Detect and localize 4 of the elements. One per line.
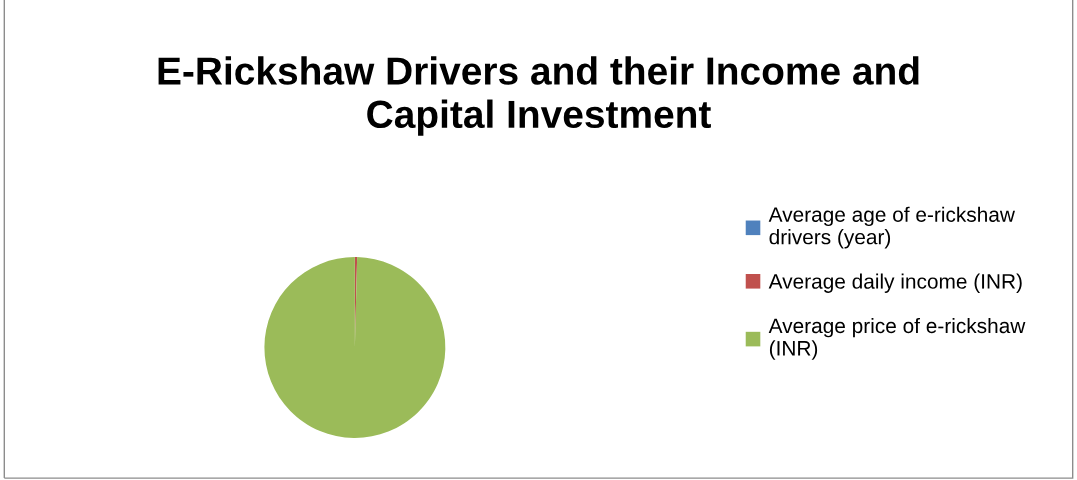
legend-label: Average price of e-rickshaw (INR) (768, 317, 1026, 360)
chart-title: E-Rickshaw Drivers and their Income and Capital Investment (158, 56, 919, 136)
legend-label: Average daily income (INR) (768, 273, 1022, 293)
legend-label: Average age of e-rickshaw drivers (year) (768, 206, 1015, 249)
